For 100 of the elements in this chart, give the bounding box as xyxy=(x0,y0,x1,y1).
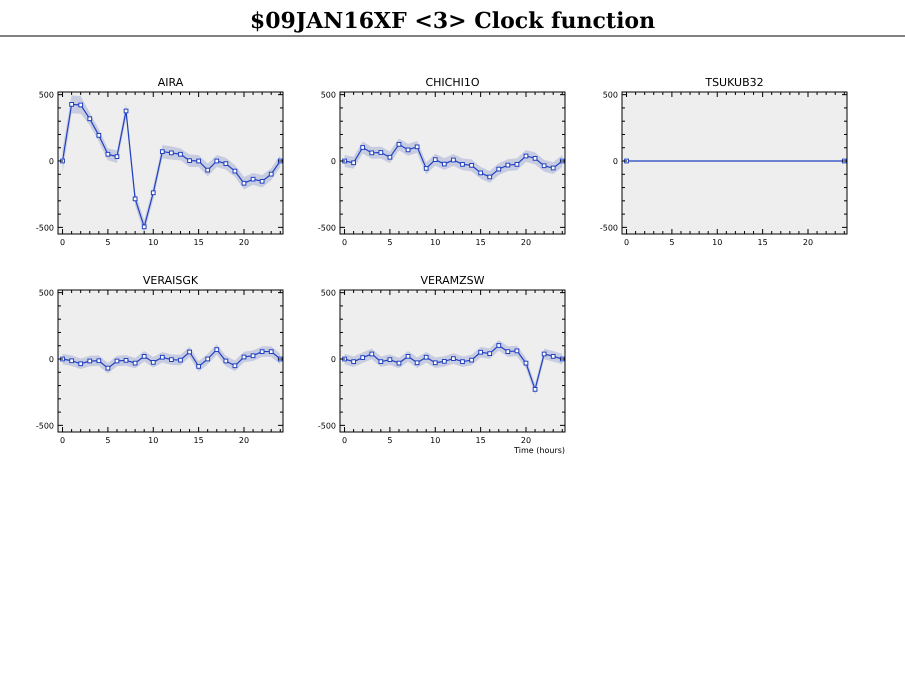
point xyxy=(178,358,183,362)
x-tick-label: 15 xyxy=(194,436,204,445)
point xyxy=(114,154,120,159)
point xyxy=(205,168,210,173)
point xyxy=(369,150,374,156)
point xyxy=(542,352,547,356)
point xyxy=(532,387,538,392)
point xyxy=(142,354,147,359)
point xyxy=(124,358,128,363)
point xyxy=(132,360,138,366)
point xyxy=(223,358,228,364)
point xyxy=(478,350,483,355)
point xyxy=(524,154,528,158)
y-tick-label: 500 xyxy=(320,288,336,298)
point xyxy=(342,158,347,164)
chart-title: VERAISGK xyxy=(142,274,199,287)
x-tick-label: 10 xyxy=(712,238,722,247)
point xyxy=(214,158,220,164)
point xyxy=(268,172,274,177)
x-tick-label: 0 xyxy=(60,238,66,247)
point xyxy=(396,142,402,147)
x-tick-label: 5 xyxy=(105,238,110,247)
point xyxy=(106,152,110,157)
point xyxy=(232,168,238,174)
point xyxy=(342,356,347,362)
point xyxy=(550,166,556,170)
point xyxy=(460,359,465,364)
point xyxy=(78,102,84,108)
point xyxy=(260,178,265,184)
point xyxy=(460,162,465,167)
point xyxy=(496,343,502,348)
point xyxy=(532,156,538,161)
point xyxy=(487,351,492,356)
point xyxy=(432,360,438,366)
point xyxy=(78,361,84,366)
point xyxy=(160,354,165,360)
x-tick-label: 0 xyxy=(342,238,348,247)
point xyxy=(178,152,183,157)
x-tick-label: 20 xyxy=(520,238,532,247)
point xyxy=(96,133,102,138)
y-tick-label: -500 xyxy=(36,421,54,430)
point xyxy=(60,158,65,164)
point xyxy=(360,145,366,150)
point xyxy=(542,163,547,168)
y-tick-label: 0 xyxy=(48,355,54,364)
point xyxy=(351,160,356,166)
point xyxy=(442,162,447,166)
point xyxy=(524,360,528,366)
x-tick-label: 20 xyxy=(802,238,814,247)
point xyxy=(169,357,174,362)
point xyxy=(187,158,192,163)
point xyxy=(268,349,274,354)
point xyxy=(396,360,402,366)
x-tick-label: 0 xyxy=(624,238,630,247)
point xyxy=(369,352,374,356)
point xyxy=(142,224,147,230)
point xyxy=(106,366,110,371)
point xyxy=(223,161,228,166)
point xyxy=(442,359,447,364)
y-tick-label: 0 xyxy=(330,355,336,364)
point xyxy=(414,360,420,366)
point xyxy=(351,359,356,364)
x-tick-label: 20 xyxy=(520,436,532,445)
x-tick-label: 15 xyxy=(476,238,486,247)
y-tick-label: -500 xyxy=(600,223,618,232)
point xyxy=(150,190,156,196)
point xyxy=(487,174,492,180)
y-tick-label: -500 xyxy=(36,223,54,232)
x-tick-label: 5 xyxy=(387,436,392,445)
point xyxy=(505,162,510,168)
y-tick-label: 500 xyxy=(320,90,336,100)
point xyxy=(60,356,65,362)
chart-title: TSUKUB32 xyxy=(704,76,764,89)
x-tick-label: 10 xyxy=(430,238,440,247)
x-tick-label: 10 xyxy=(148,436,158,445)
x-tick-label: 15 xyxy=(758,238,768,247)
y-tick-label: 500 xyxy=(38,288,54,298)
y-tick-label: 500 xyxy=(602,90,618,100)
x-tick-label: 5 xyxy=(105,436,110,445)
point xyxy=(169,150,174,156)
point xyxy=(214,347,220,352)
point xyxy=(250,353,256,358)
point xyxy=(232,363,238,368)
text: $09JAN16XF <3> Clock function xyxy=(250,8,656,34)
chart-title: CHICHI1O xyxy=(425,76,480,89)
x-tick-label: 0 xyxy=(60,436,66,445)
y-tick-label: 0 xyxy=(330,157,336,166)
point xyxy=(514,348,520,354)
x-tick-label: 5 xyxy=(669,238,674,247)
point xyxy=(132,196,138,202)
point xyxy=(451,356,456,361)
point xyxy=(196,364,201,369)
point xyxy=(469,358,474,362)
x-tick-label: 10 xyxy=(430,436,440,445)
point xyxy=(424,166,429,171)
point xyxy=(432,157,438,162)
point xyxy=(514,162,520,167)
point xyxy=(205,356,210,362)
point xyxy=(451,158,456,162)
x-axis-title: Time (hours) xyxy=(513,446,565,455)
